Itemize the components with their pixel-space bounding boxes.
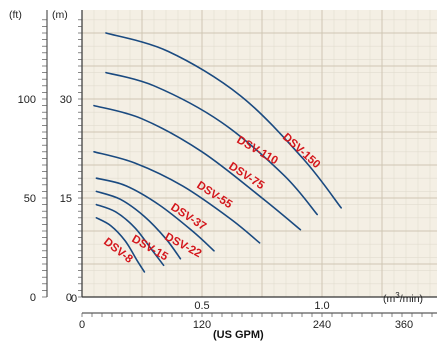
x-tick-label-gpm: 0: [79, 319, 85, 331]
x-tick-label-m3min: 1.0: [314, 300, 329, 312]
y-tick-label-m: 15: [60, 193, 72, 205]
y-axis-label-ft: (ft): [9, 9, 22, 21]
x-axis-label-m3min: (m3/min): [383, 291, 423, 305]
y-tick-label-ft: 50: [24, 193, 36, 205]
y-axis-label-m: (m): [52, 9, 68, 21]
y-tick-label-ft: 100: [18, 94, 36, 106]
y-tick-label-ft: 0: [30, 292, 36, 304]
x-tick-label-gpm: 360: [395, 319, 413, 331]
x-tick-label-gpm: 120: [193, 319, 211, 331]
x-axis-label-gpm: (US GPM): [213, 329, 264, 341]
x-tick-label-m3min: 0.5: [194, 300, 209, 312]
x-tick-label-gpm: 240: [313, 319, 331, 331]
x-tick-label-m3min: 0: [71, 293, 77, 305]
y-tick-label-m: 30: [60, 94, 72, 106]
